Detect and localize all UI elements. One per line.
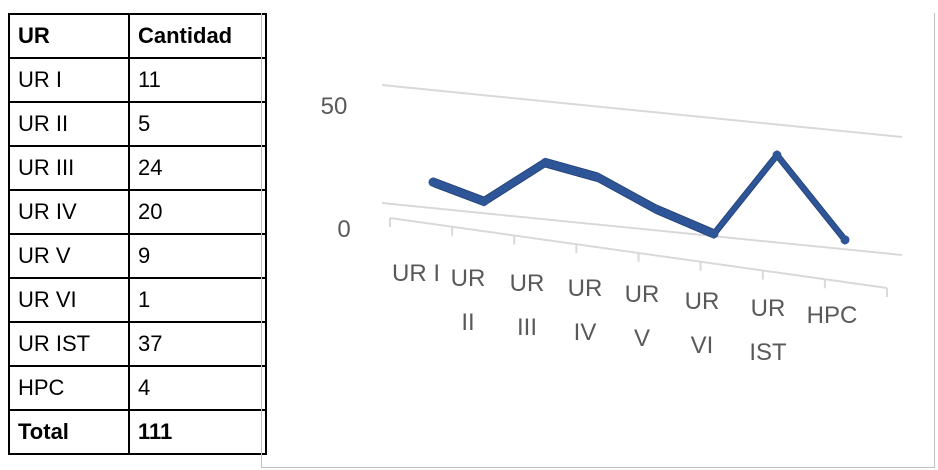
table-row-ur: UR V [8,233,130,279]
gridline-50 [381,84,903,138]
table-row: UR I 11 [8,57,267,103]
data-point [479,196,489,206]
table-row-cantidad: 5 [128,101,267,147]
x-tick-label: UR I [392,260,440,287]
table-row-ur: HPC [8,365,130,411]
y-tick-label: 0 [337,216,350,243]
x-tick-label: HPC [807,302,858,329]
table-row: HPC 4 [8,365,267,411]
table-row-cantidad: 11 [128,57,267,103]
x-tick-label: UR IST [749,295,787,366]
x-tick-label: UR II [451,265,486,336]
table-total-row-ur: Total [8,409,130,455]
data-point [593,172,603,182]
data-point [709,229,719,239]
table-row-ur: UR II [8,101,130,147]
table-total-row-cantidad: 111 [128,409,267,455]
series-line [432,150,846,245]
data-point [772,150,782,160]
data-point [651,204,661,214]
table-header-cantidad: Cantidad [128,13,267,59]
line-chart-3d: 0 50 UR I UR II UR III UR IV UR V UR VI UR IST HPC [321,84,903,366]
x-tick-label: UR V [625,281,660,352]
table-header: UR Cantidad [8,13,267,59]
x-tick-label: UR VI [685,288,720,359]
table-row: UR III 24 [8,145,267,191]
data-point [540,158,550,168]
x-tick-label: UR IV [568,275,603,346]
table-row: UR IST 37 [8,321,267,367]
table-row-ur: UR III [8,145,130,191]
table-row-ur: UR I [8,57,130,103]
table-row-cantidad: 9 [128,233,267,279]
data-point [840,235,850,245]
table-row-cantidad: 37 [128,321,267,367]
table-row-cantidad: 1 [128,277,267,323]
ur-table: UR Cantidad UR I 11 UR II 5 UR III 24 UR IV 20 UR … [8,13,267,455]
table-header-ur: UR [8,13,130,59]
table-row: UR VI 1 [8,277,267,323]
table-row-ur: UR VI [8,277,130,323]
table-row-cantidad: 24 [128,145,267,191]
table-total-row: Total 111 [8,409,267,455]
table-row: UR II 5 [8,101,267,147]
table-row-cantidad: 20 [128,189,267,235]
x-tick-label: UR III [510,270,545,341]
gridline-0 [381,202,903,256]
data-point [428,177,438,187]
table-row-ur: UR IV [8,189,130,235]
y-tick-label: 50 [321,93,348,120]
table-row: UR IV 20 [8,189,267,235]
table-row-ur: UR IST [8,321,130,367]
chart-area: 0 50 UR I UR II UR III UR IV UR V UR VI UR IST HPC [261,13,935,468]
table-row-cantidad: 4 [128,365,267,411]
